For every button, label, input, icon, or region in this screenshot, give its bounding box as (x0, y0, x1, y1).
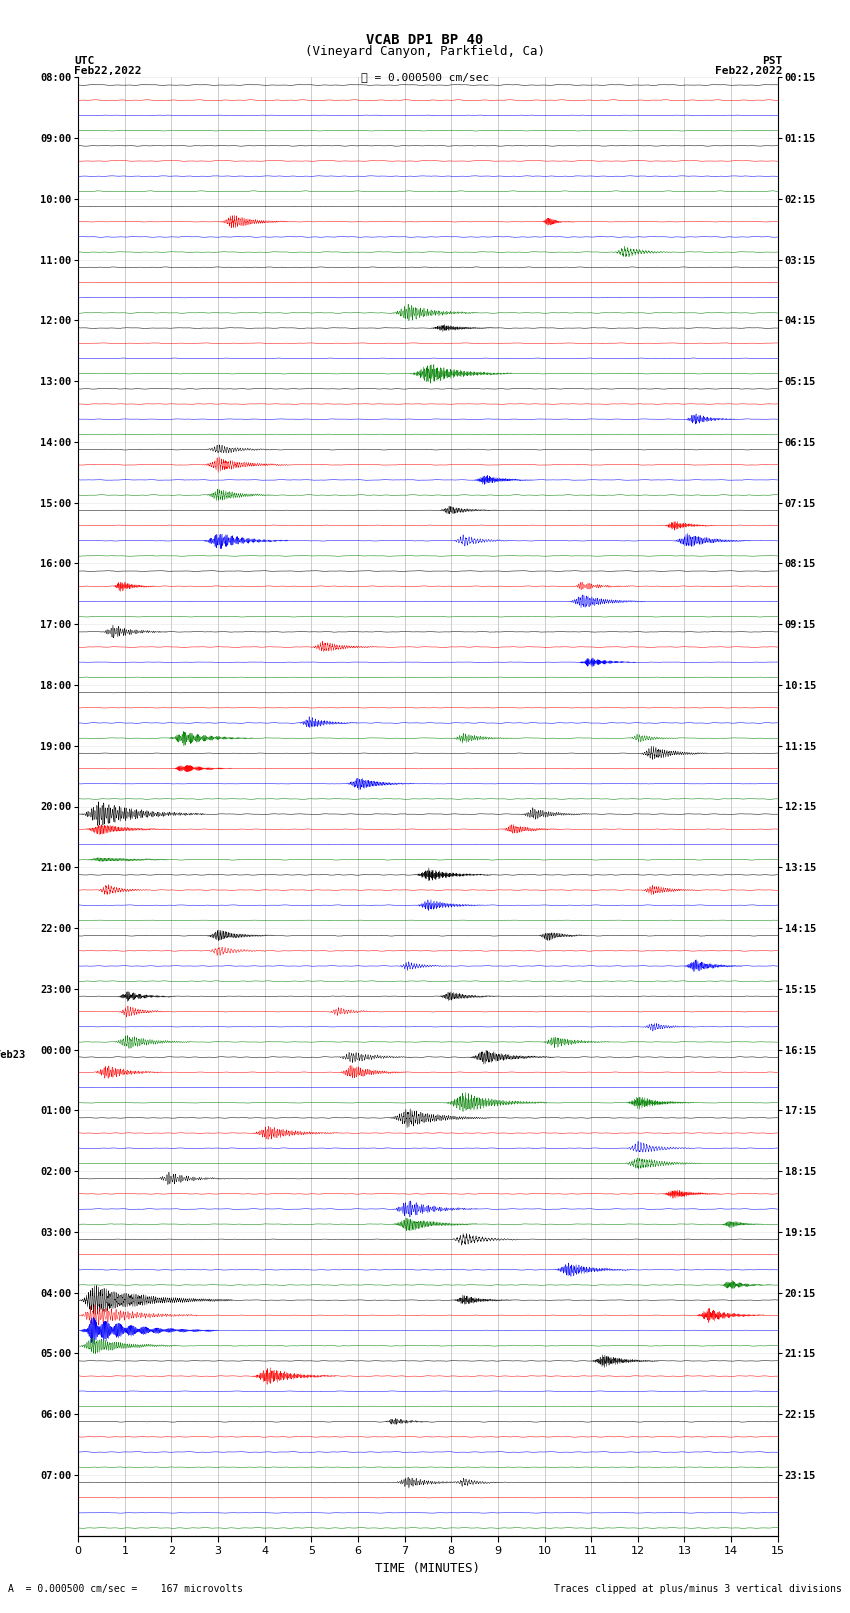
Text: Traces clipped at plus/minus 3 vertical divisions: Traces clipped at plus/minus 3 vertical … (553, 1584, 842, 1594)
Text: (Vineyard Canyon, Parkfield, Ca): (Vineyard Canyon, Parkfield, Ca) (305, 45, 545, 58)
Text: ⏐ = 0.000500 cm/sec: ⏐ = 0.000500 cm/sec (361, 71, 489, 82)
Text: Feb22,2022: Feb22,2022 (74, 66, 141, 76)
Text: PST: PST (762, 56, 782, 66)
Text: VCAB DP1 BP 40: VCAB DP1 BP 40 (366, 32, 484, 47)
Text: UTC: UTC (74, 56, 94, 66)
Text: A  = 0.000500 cm/sec =    167 microvolts: A = 0.000500 cm/sec = 167 microvolts (8, 1584, 243, 1594)
X-axis label: TIME (MINUTES): TIME (MINUTES) (376, 1561, 480, 1574)
Text: Feb23: Feb23 (0, 1050, 26, 1060)
Text: Feb22,2022: Feb22,2022 (715, 66, 782, 76)
